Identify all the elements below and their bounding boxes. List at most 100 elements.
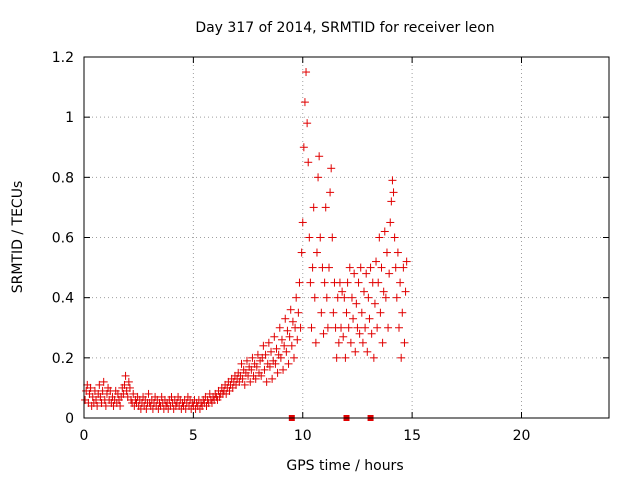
data-point [381,293,390,302]
x-tick-label: 5 [189,428,198,444]
data-point [321,203,330,212]
data-point [346,338,355,347]
data-point [251,374,260,383]
data-point [144,389,153,398]
data-point [389,188,398,197]
data-point [86,383,95,392]
data-point [375,233,384,242]
data-point [98,386,107,395]
data-point [311,338,320,347]
data-point [288,317,297,326]
data-point [347,293,356,302]
data-point [279,365,288,374]
data-point [238,374,247,383]
data-point [319,329,328,338]
x-axis-label: GPS time / hours [286,458,403,474]
data-point [355,329,364,338]
data-point [296,323,305,332]
data-point [304,158,313,167]
points-layer [81,68,411,421]
data-point [306,278,315,287]
data-point [372,257,381,266]
data-point [390,233,399,242]
data-point [356,263,365,272]
data-point [247,365,256,374]
x-tick-label: 0 [80,428,89,444]
y-tick-label: 1 [65,110,74,126]
data-point [345,263,354,272]
data-point [370,299,379,308]
data-point [240,380,249,389]
data-point [116,401,125,410]
data-point [294,308,303,317]
data-point [280,341,289,350]
data-point [309,203,318,212]
data-point [277,335,286,344]
data-point [317,308,326,317]
y-tick-label: 0.2 [52,351,74,367]
data-point [364,293,373,302]
data-point [300,98,309,107]
data-point [323,323,332,332]
data-point [262,377,271,386]
data-point [315,152,324,161]
data-point [350,269,359,278]
data-point [295,278,304,287]
data-point [342,308,351,317]
data-point [377,263,386,272]
data-point [316,233,325,242]
data-point [374,278,383,287]
data-point [393,248,402,257]
data-point [257,371,266,380]
data-point [101,401,110,410]
data-point [290,353,298,362]
data-point [95,380,104,389]
data-point [287,341,296,350]
y-tick-label: 0 [65,411,74,427]
data-point [384,323,393,332]
data-point [353,323,362,332]
data-point [93,401,102,410]
data-point [354,278,363,287]
data-point [260,365,269,374]
data-point [92,395,101,404]
data-point [270,332,279,341]
data-point [120,380,129,389]
x-tick-label: 15 [403,428,421,444]
data-point [327,164,336,173]
data-point [293,335,302,344]
data-point [99,377,108,386]
data-point [275,323,284,332]
data-point [341,353,350,362]
data-point [265,362,274,371]
data-point [129,389,138,398]
plot-frame [83,56,610,419]
y-tick-label: 0.4 [52,291,74,307]
data-point [322,293,331,302]
data-point [284,359,293,368]
data-point [96,392,105,401]
data-point [378,338,387,347]
data-point [361,323,370,332]
data-point [369,353,378,362]
data-point [286,305,295,314]
data-point [379,287,388,296]
data-point [329,308,338,317]
data-point [398,308,407,317]
data-point [314,173,323,182]
data-point [344,323,353,332]
data-point [302,68,311,77]
data-point [307,323,316,332]
data-point [386,218,395,227]
data-point [267,347,276,356]
data-point [338,287,347,296]
data-point [285,332,294,341]
data-point [391,263,400,272]
data-point [385,269,394,278]
data-point [121,371,130,380]
data-point [303,119,312,128]
data-point [259,341,268,350]
data-point [325,263,333,272]
